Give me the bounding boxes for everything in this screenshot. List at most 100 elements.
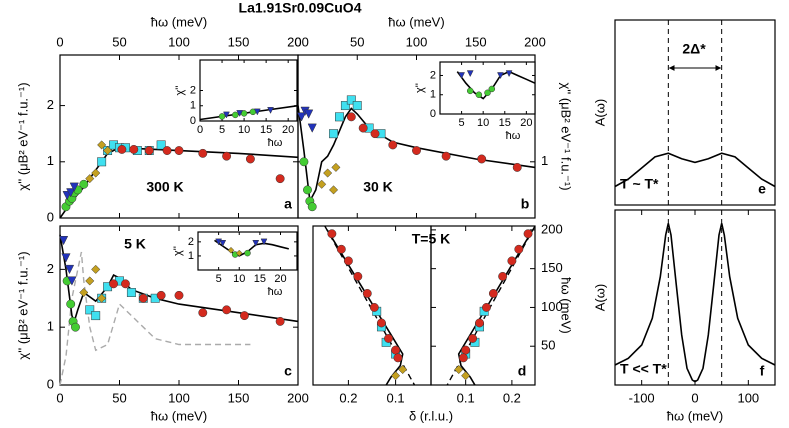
data-point [97,157,107,167]
x-tick-label: 100 [406,34,428,49]
y-tick-label: 0 [430,108,436,120]
x-tick-label: 0 [56,34,63,49]
data-point [66,299,76,309]
data-point [370,129,380,139]
y-tick-label: 0 [47,209,54,224]
x-tick-label: 0 [691,390,698,405]
x-tick-label: 10 [477,117,489,129]
data-point [58,236,69,246]
x-tick-label: 150 [465,34,487,49]
y-axis-label: χ'' (μB² eV⁻¹ f.u.⁻¹) [15,82,30,190]
annotation: 5 K [124,236,146,252]
data-point [512,162,522,172]
y-tick-label: 100 [541,299,563,314]
fit-line [614,152,776,188]
data-point [223,111,230,119]
data-point [138,293,148,303]
y-tick-label: 1 [47,319,54,334]
data-point [244,249,251,257]
panel-label: e [758,181,766,197]
data-point [391,345,401,355]
x-tick-label: 5 [216,273,222,285]
data-point [236,110,244,117]
data-point [275,174,285,184]
data-point [507,256,517,266]
annotation: 2Δ* [682,41,706,57]
data-point [267,107,274,114]
annotation: T ~ T* [620,176,659,192]
inset-frame [199,59,298,122]
data-point [323,168,333,178]
data-point [304,109,314,119]
data-point [514,244,524,254]
data-point [109,279,119,289]
data-point [484,89,491,97]
fit-line [326,229,404,386]
x-tick-label: 100 [168,34,190,49]
y-axis-label: χ'' (μB² eV⁻¹ f.u.⁻¹) [15,251,30,359]
data-point [458,353,468,363]
data-point [482,302,491,312]
data-point [222,151,232,161]
x-tick-label: 20 [274,273,286,285]
y-axis-label: χ'' [414,83,426,93]
y-axis-label: ħω (meV) [559,277,574,333]
panel-label: a [284,196,292,212]
data-point [299,157,309,167]
data-point [103,145,113,156]
x-axis-label: δ (r.l.u.) [409,408,453,423]
data-point [497,72,504,80]
x-tick-label: 100 [168,390,190,405]
data-point [198,308,208,318]
data-point [97,293,107,303]
data-point [328,185,339,195]
data-point [358,123,368,133]
x-tick-label: 200 [524,34,546,49]
data-point [198,148,208,158]
x-tick-label: 150 [228,390,250,405]
data-point [235,249,243,257]
x-tick-label: 15 [260,124,272,136]
data-point [85,305,95,315]
x-axis-label: ħω [268,286,283,298]
data-point [441,151,451,161]
data-point [488,289,498,298]
y-tick-label: 1 [430,89,436,101]
x-tick-label: 0 [197,124,203,136]
y-tick-label: 2 [47,261,54,276]
data-point [317,179,327,189]
y-tick-label: 1 [541,153,548,168]
x-tick-label: 15 [499,117,511,129]
x-tick-label: 5 [219,124,225,136]
y-tick-label: 0 [47,376,54,391]
data-point [466,70,474,78]
y-tick-label: 50 [541,338,555,353]
data-point [477,154,487,164]
y-tick-label: 1 [188,250,194,262]
data-point [252,240,260,247]
data-point [121,279,130,289]
panel-label: d [518,363,527,379]
x-axis-label: ħω (meV) [388,14,444,29]
x-tick-label: 200 [287,34,309,49]
x-tick-label: 0 [294,34,301,49]
annotation: T << T* [620,361,667,377]
x-axis-label: ħω [506,130,521,142]
y-axis-label: χ'' [174,86,186,96]
data-point [343,256,353,266]
y-tick-label: 2 [188,236,194,248]
y-tick-label: 0 [190,115,196,127]
x-tick-label: 150 [228,34,250,49]
data-point [174,146,184,156]
x-tick-label: 20 [282,124,294,136]
data-point [97,140,107,150]
x-tick-label: 100 [737,390,759,405]
inset-frame [439,61,536,115]
data-point [376,318,386,328]
data-point [468,334,478,343]
x-tick-label: 200 [287,390,309,405]
data-point [218,113,226,120]
fit-line [214,239,289,257]
data-point [91,168,101,178]
x-tick-label: 50 [112,390,126,405]
